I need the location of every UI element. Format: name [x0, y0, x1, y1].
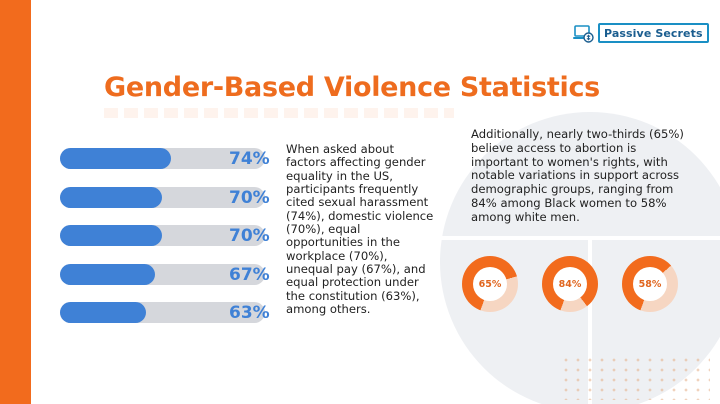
brand-logo[interactable]: Passive Secrets [572, 21, 709, 45]
left-description: When asked about factors affecting gende… [286, 142, 434, 317]
donut-value-label: 58% [638, 278, 662, 290]
bar-track [60, 263, 265, 285]
donut-value-label: 65% [478, 278, 502, 290]
title-reflection [104, 108, 454, 118]
brand-name-box: Passive Secrets [598, 23, 709, 43]
bar [60, 148, 172, 169]
bar [60, 263, 156, 285]
page-title: Gender-Based Violence Statistics [104, 72, 600, 103]
circle-divider [440, 236, 720, 240]
donut-chart: 58% [622, 256, 678, 312]
circle-divider [588, 238, 592, 404]
bar-track [60, 148, 265, 169]
donut-center: 58% [633, 267, 667, 301]
bar-track [60, 225, 265, 246]
donut-center: 65% [473, 267, 507, 301]
right-description: Additionally, nearly two-thirds (65%) be… [471, 127, 684, 224]
bar [60, 225, 162, 246]
bar-value-label: 63% [229, 303, 270, 323]
accent-stripe [0, 0, 31, 404]
brand-name: Passive Secrets [604, 26, 703, 40]
dot-pattern [560, 355, 710, 400]
bar-track [60, 302, 265, 323]
bar-value-label: 74% [229, 149, 270, 169]
bar-value-label: 70% [229, 187, 270, 208]
bar [60, 302, 147, 323]
donut-value-label: 84% [558, 278, 582, 290]
bar [60, 186, 162, 208]
bar-value-label: 70% [229, 226, 270, 246]
bar-track [60, 186, 265, 208]
bar-value-label: 67% [229, 264, 270, 285]
laptop-icon [573, 25, 594, 43]
donut-chart: 84% [542, 256, 598, 312]
donut-chart: 65% [462, 256, 518, 312]
donut-center: 84% [553, 267, 587, 301]
